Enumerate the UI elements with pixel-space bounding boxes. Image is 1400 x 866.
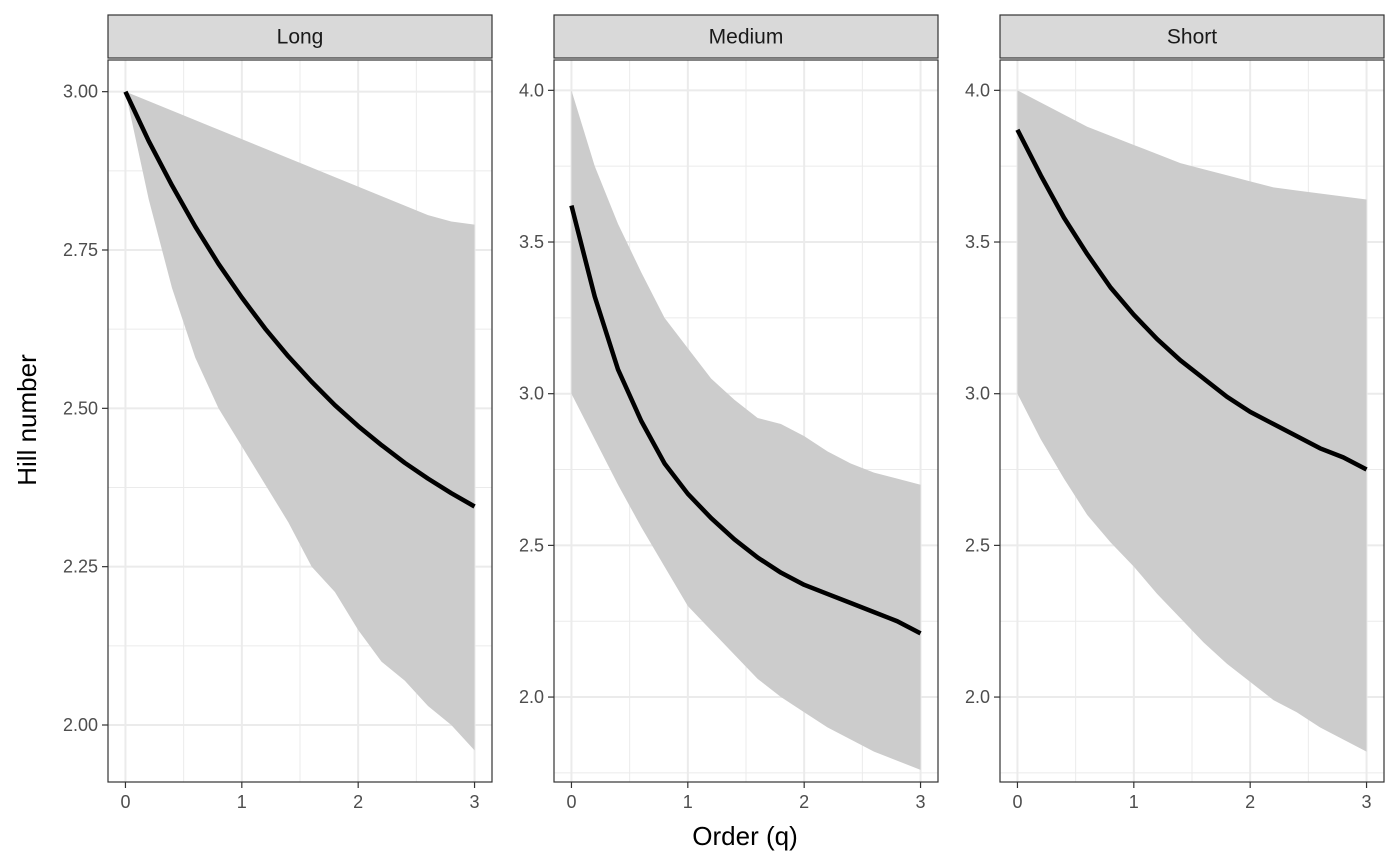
- panel-border: [107, 59, 493, 783]
- x-tick-label: 1: [237, 792, 247, 812]
- x-tick-label: 2: [1245, 792, 1255, 812]
- confidence-ribbon: [571, 90, 921, 770]
- y-tick-label: 4.0: [965, 80, 990, 100]
- panel-border: [553, 59, 939, 783]
- panel-border: [999, 59, 1385, 783]
- y-tick-label: 3.5: [519, 232, 544, 252]
- y-tick-label: 2.0: [965, 687, 990, 707]
- y-tick-label: 3.0: [519, 384, 544, 404]
- y-tick-label: 4.0: [519, 80, 544, 100]
- x-tick-label: 1: [683, 792, 693, 812]
- facet-panel-medium: Medium 2.0 2.5 3.0 3.5 4.0 0 1 2 3: [519, 14, 939, 812]
- facet-strip: [999, 14, 1385, 59]
- x-tick-label: 1: [1129, 792, 1139, 812]
- x-tick-label: 0: [1012, 792, 1022, 812]
- y-tick-label: 2.5: [519, 535, 544, 555]
- facet-strip: [553, 14, 939, 59]
- x-tick-label: 2: [799, 792, 809, 812]
- estimate-line: [569, 205, 922, 636]
- x-tick-label: 0: [120, 792, 130, 812]
- y-tick-label: 3.5: [965, 232, 990, 252]
- y-tick-label: 2.00: [63, 715, 98, 735]
- y-tick-label: 2.25: [63, 557, 98, 577]
- x-tick-label: 2: [353, 792, 363, 812]
- estimate-line: [1015, 128, 1368, 472]
- x-axis-title: Order (q): [692, 821, 797, 851]
- facet-panel-long: Long 2.00 2.25 2.50 2.75 3.00 0 1 2 3: [63, 14, 493, 812]
- facet-strip-label: Medium: [709, 26, 784, 49]
- y-tick-label: 2.50: [63, 398, 98, 418]
- estimate-line: [123, 90, 476, 509]
- facet-panel-short: Short 2.0 2.5 3.0 3.5 4.0 0 1 2 3: [965, 14, 1385, 812]
- y-tick-label: 3.00: [63, 82, 98, 102]
- y-tick-label: 2.75: [63, 240, 98, 260]
- facet-strip-label: Long: [277, 26, 324, 49]
- x-tick-label: 3: [470, 792, 480, 812]
- y-tick-label: 3.0: [965, 384, 990, 404]
- y-axis-title: Hill number: [12, 354, 42, 486]
- y-tick-label: 2.0: [519, 687, 544, 707]
- facet-strip-label: Short: [1167, 26, 1217, 49]
- x-tick-label: 3: [916, 792, 926, 812]
- facet-strip: [107, 14, 493, 59]
- x-tick-label: 3: [1362, 792, 1372, 812]
- x-tick-label: 0: [566, 792, 576, 812]
- y-tick-label: 2.5: [965, 535, 990, 555]
- confidence-ribbon: [1017, 90, 1367, 752]
